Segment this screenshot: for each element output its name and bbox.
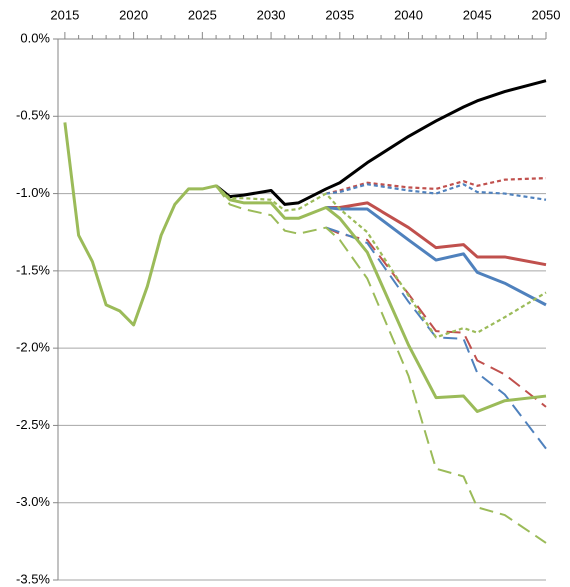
x-tick-label: 2035 bbox=[325, 7, 354, 22]
y-tick-label: -3.0% bbox=[16, 494, 50, 509]
x-tick-label: 2025 bbox=[188, 7, 217, 22]
y-tick-label: -3.5% bbox=[16, 571, 50, 586]
y-tick-label: -1.5% bbox=[16, 262, 50, 277]
x-tick-label: 2040 bbox=[394, 7, 423, 22]
x-tick-label: 2045 bbox=[463, 7, 492, 22]
y-tick-label: -0.5% bbox=[16, 108, 50, 123]
x-tick-label: 2015 bbox=[50, 7, 79, 22]
series-line bbox=[215, 79, 547, 206]
y-tick-label: 0.0% bbox=[20, 30, 50, 45]
series-line bbox=[325, 205, 547, 307]
series-line bbox=[215, 185, 547, 339]
series-line bbox=[326, 201, 547, 267]
x-tick-label: 2020 bbox=[119, 7, 148, 22]
series-line bbox=[325, 177, 547, 195]
series-line bbox=[215, 185, 547, 544]
y-tick-label: -2.5% bbox=[16, 417, 50, 432]
series-line bbox=[325, 226, 547, 408]
series-line bbox=[325, 183, 547, 201]
series-line bbox=[63, 122, 547, 414]
y-tick-label: -2.0% bbox=[16, 340, 50, 355]
x-tick-label: 2050 bbox=[532, 7, 561, 22]
x-tick-label: 2030 bbox=[257, 7, 286, 22]
y-tick-label: -1.0% bbox=[16, 185, 50, 200]
